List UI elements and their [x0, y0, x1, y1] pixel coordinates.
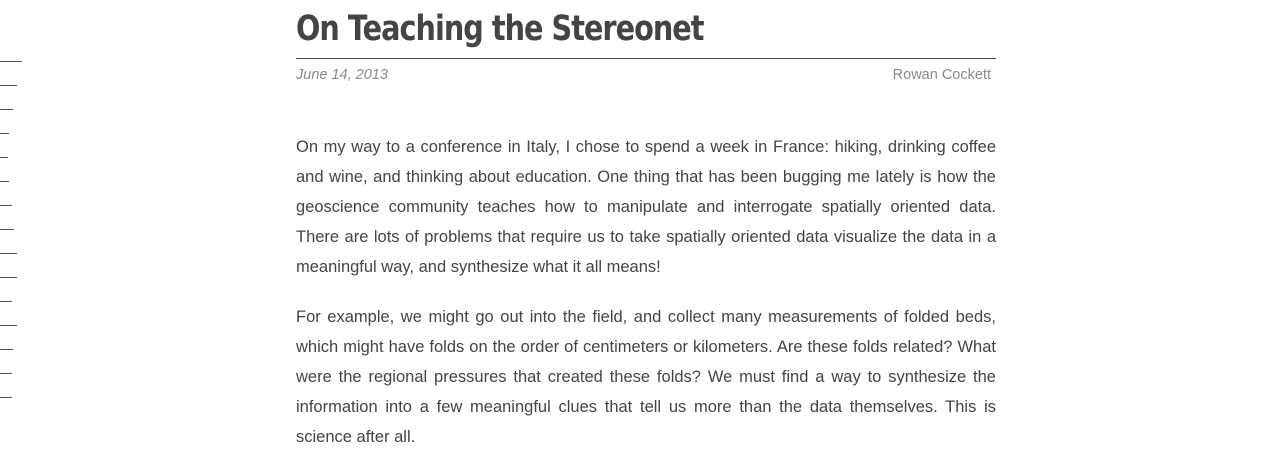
post-date: June 14, 2013 [296, 67, 388, 83]
body-paragraph: On my way to a conference in Italy, I ch… [296, 138, 996, 276]
ruler-tick [0, 349, 13, 350]
ruler-tick [0, 205, 12, 206]
ruler-tick [0, 325, 17, 326]
post-body: On my way to a conference in Italy, I ch… [296, 132, 996, 461]
ruler-tick [0, 157, 8, 158]
ruler-tick [0, 301, 12, 302]
ruler-tick [0, 277, 17, 278]
ruler-tick [0, 85, 17, 86]
ruler-tick [0, 181, 9, 182]
ruler-tick [0, 109, 13, 110]
side-progress-ruler [0, 0, 30, 461]
ruler-tick [0, 397, 12, 398]
ruler-tick [0, 61, 22, 62]
ruler-tick [0, 229, 14, 230]
post-title: On Teaching the Stereonet [296, 9, 704, 49]
title-divider [296, 58, 996, 59]
body-paragraph: For example, we might go out into the fi… [296, 308, 996, 446]
ruler-tick [0, 373, 12, 374]
ruler-tick [0, 133, 9, 134]
post-author: Rowan Cockett [892, 67, 991, 83]
ruler-tick [0, 253, 17, 254]
